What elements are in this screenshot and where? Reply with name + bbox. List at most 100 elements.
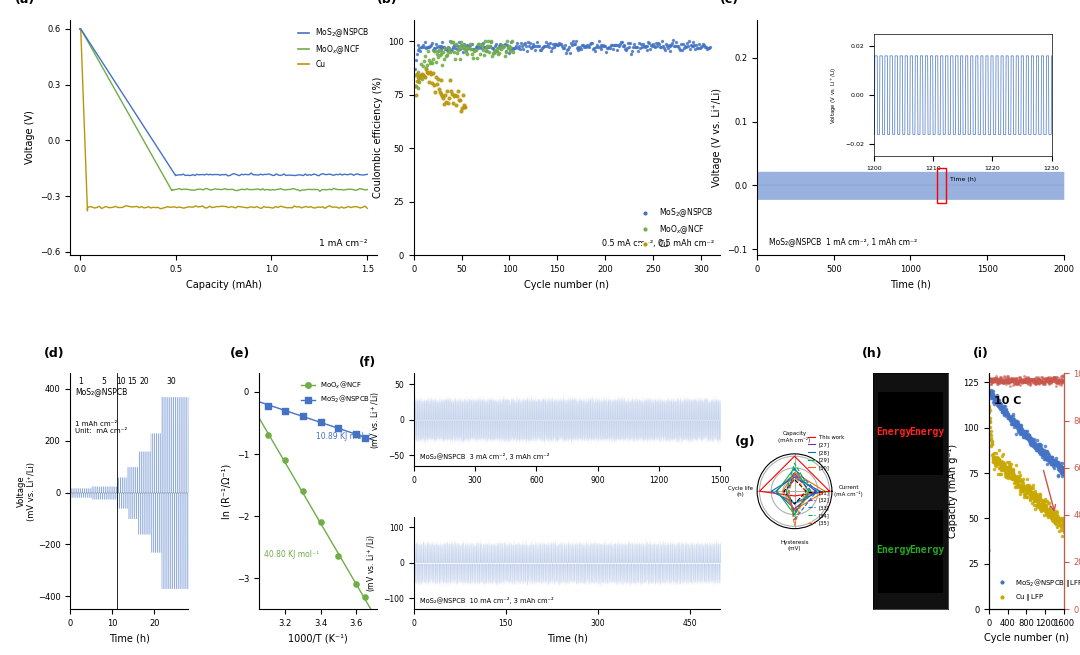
Point xyxy=(464,53,482,64)
Point xyxy=(991,462,1009,473)
Point xyxy=(1015,483,1032,493)
Point xyxy=(1010,377,1027,388)
Point xyxy=(1041,512,1058,522)
Point xyxy=(989,374,1007,384)
Point xyxy=(993,399,1010,409)
Point xyxy=(1022,377,1039,387)
X-axis label: Time (h): Time (h) xyxy=(546,633,588,643)
Point xyxy=(1054,517,1071,527)
Point xyxy=(1008,476,1025,487)
Point xyxy=(1011,481,1028,491)
Point xyxy=(1022,495,1039,506)
Point xyxy=(1000,411,1017,422)
Point xyxy=(421,58,438,68)
Point xyxy=(1016,482,1034,493)
Point xyxy=(1017,429,1035,440)
Point xyxy=(1023,482,1040,493)
Point xyxy=(1049,510,1066,521)
Point xyxy=(1050,469,1067,479)
Point xyxy=(437,50,455,61)
Point xyxy=(1012,422,1029,433)
Point xyxy=(1041,508,1058,519)
Point xyxy=(1054,462,1071,472)
Point xyxy=(1044,508,1062,518)
Point xyxy=(1018,376,1036,386)
Point xyxy=(583,38,600,48)
Point xyxy=(1037,379,1054,389)
Point xyxy=(981,386,998,396)
Point xyxy=(984,388,1001,399)
Point xyxy=(1052,379,1069,390)
Point xyxy=(435,98,453,109)
Text: (a): (a) xyxy=(15,0,36,6)
Point xyxy=(1028,375,1045,386)
Point xyxy=(1013,427,1030,438)
Point xyxy=(1001,375,1018,385)
Point xyxy=(696,40,713,50)
Point xyxy=(1050,377,1067,388)
Point xyxy=(983,376,1000,386)
Point xyxy=(997,466,1014,477)
Point xyxy=(1051,514,1068,524)
Point xyxy=(1017,488,1035,498)
Point xyxy=(423,38,441,48)
Point xyxy=(431,87,448,98)
Point xyxy=(988,454,1005,464)
Point xyxy=(418,43,435,53)
Y-axis label: Capacity (mAh g⁻¹): Capacity (mAh g⁻¹) xyxy=(948,444,958,538)
Point xyxy=(347,429,364,440)
Point xyxy=(438,86,456,96)
Point xyxy=(1009,379,1026,389)
Point xyxy=(999,465,1016,476)
Point xyxy=(985,392,1002,403)
Point xyxy=(445,47,462,58)
Point xyxy=(409,71,427,82)
Point xyxy=(1049,461,1066,472)
Point xyxy=(443,86,460,96)
Point xyxy=(503,46,521,56)
Point xyxy=(1049,458,1066,468)
Point xyxy=(1050,457,1067,467)
Point xyxy=(1014,426,1031,436)
Point xyxy=(982,385,999,396)
Point xyxy=(416,41,433,52)
Point xyxy=(999,466,1016,476)
Point xyxy=(1018,474,1036,485)
Point xyxy=(329,551,347,561)
Point xyxy=(1029,371,1047,382)
Point xyxy=(450,42,468,52)
Point xyxy=(1053,525,1070,535)
Point xyxy=(1044,455,1062,465)
Point xyxy=(1038,373,1055,383)
Point xyxy=(994,377,1011,388)
Point xyxy=(1035,445,1052,456)
Point xyxy=(985,386,1002,396)
Point xyxy=(982,374,999,384)
Point xyxy=(993,377,1010,387)
Point xyxy=(617,44,634,54)
Point xyxy=(1005,375,1023,385)
Point xyxy=(1032,376,1050,386)
Point xyxy=(563,38,580,48)
Point xyxy=(1042,511,1059,521)
Point xyxy=(1043,374,1061,384)
Point xyxy=(987,373,1004,383)
Point xyxy=(1040,377,1057,387)
Point xyxy=(1017,372,1035,383)
Point xyxy=(445,91,462,102)
Point xyxy=(1042,375,1059,386)
Point xyxy=(998,377,1015,388)
Point xyxy=(1013,421,1030,431)
Point xyxy=(453,40,470,50)
Point xyxy=(1003,417,1021,427)
Point xyxy=(1044,373,1062,384)
Point xyxy=(1021,375,1038,385)
Point xyxy=(1000,411,1017,421)
Point xyxy=(981,404,998,415)
Point xyxy=(1050,462,1067,473)
Point xyxy=(1020,482,1037,493)
Point xyxy=(1031,441,1049,452)
Point xyxy=(519,37,537,47)
Point xyxy=(1013,375,1030,385)
Point xyxy=(1005,474,1023,484)
